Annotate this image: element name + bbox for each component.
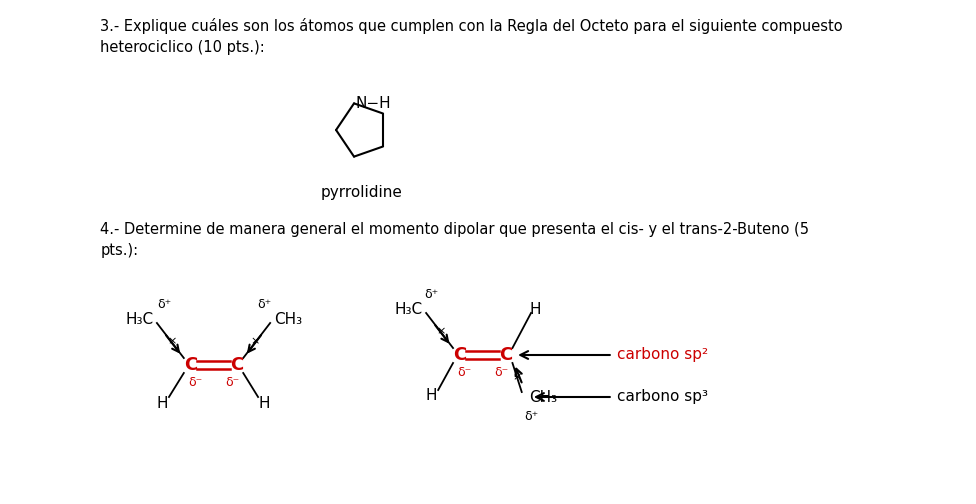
Text: ×: × [251, 336, 260, 346]
Text: carbono sp²: carbono sp² [618, 347, 709, 362]
Text: 4.- Determine de manera general el momento dipolar que presenta el cis- y el tra: 4.- Determine de manera general el momen… [101, 222, 809, 258]
Text: 3.- Explique cuáles son los átomos que cumplen con la Regla del Octeto para el s: 3.- Explique cuáles son los átomos que c… [101, 18, 843, 55]
Text: δ⁺: δ⁺ [524, 410, 538, 423]
Text: δ⁻: δ⁻ [457, 366, 471, 380]
Text: δ⁺: δ⁺ [157, 297, 172, 310]
Text: pyrrolidine: pyrrolidine [321, 185, 403, 200]
Text: C: C [230, 356, 243, 374]
Text: C: C [453, 346, 467, 364]
Text: C: C [500, 346, 512, 364]
Text: H₃C: H₃C [394, 302, 423, 318]
Text: ×: × [436, 326, 446, 336]
Text: δ⁺: δ⁺ [425, 287, 439, 300]
Text: H: H [259, 396, 270, 410]
Text: N−H: N−H [356, 96, 391, 111]
Text: ×: × [167, 336, 177, 346]
Text: carbono sp³: carbono sp³ [618, 390, 709, 405]
Text: δ⁻: δ⁻ [494, 366, 508, 380]
Text: δ⁺: δ⁺ [258, 297, 271, 310]
Text: ×: × [512, 372, 522, 382]
Text: H: H [426, 388, 437, 403]
Text: δ⁻: δ⁻ [224, 376, 239, 390]
Text: δ⁻: δ⁻ [187, 376, 202, 390]
Text: CH₃: CH₃ [274, 312, 302, 328]
Text: H₃C: H₃C [125, 312, 153, 328]
Text: H: H [530, 302, 542, 318]
Text: C: C [183, 356, 197, 374]
Text: H: H [157, 396, 168, 410]
Text: CH₃: CH₃ [529, 390, 557, 405]
